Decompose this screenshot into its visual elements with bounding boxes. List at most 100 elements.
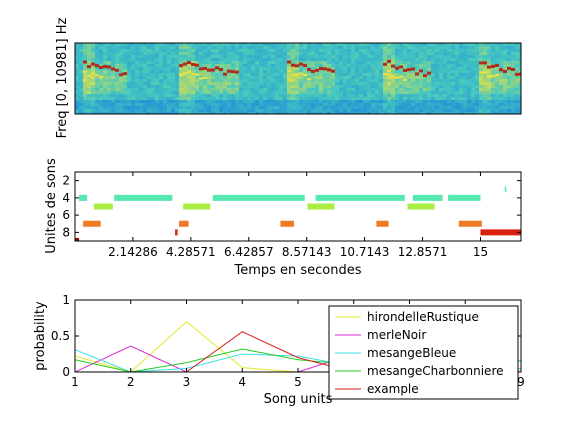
spectrogram-call-trace <box>195 63 199 67</box>
spectrogram-call-trace <box>507 66 511 70</box>
probability-ytick-label: 1 <box>62 293 70 307</box>
units-xtick-label: 12.8571 <box>398 245 448 259</box>
spectrogram-call-trace <box>219 68 223 72</box>
spectrogram-call-trace <box>83 60 87 64</box>
spectrogram-call-trace <box>123 72 127 76</box>
legend-entry: merleNoir <box>367 328 426 342</box>
units-ytick-label: 2 <box>62 174 70 188</box>
spectrogram-harmonic <box>199 77 203 80</box>
legend-entry: mesangeBleue <box>367 346 456 360</box>
spectrogram-harmonic <box>83 70 87 73</box>
spectrogram-call-trace <box>211 68 215 72</box>
units-xtick-label: 15 <box>473 245 488 259</box>
units-ylabel: Unites de sons <box>44 158 59 254</box>
spectrogram-harmonic <box>487 75 491 78</box>
spectrogram-call-trace <box>331 69 335 73</box>
spectrogram-call-trace <box>383 62 387 66</box>
spectrogram-call-trace <box>323 67 327 71</box>
spectrogram-harmonic <box>403 78 407 81</box>
spectrogram-harmonic <box>187 71 191 74</box>
spectrogram-call-trace <box>227 69 231 73</box>
probability-xtick-label: 9 <box>517 375 525 389</box>
spectrogram-harmonic <box>203 76 207 79</box>
unit-segment <box>79 194 88 201</box>
spectrogram-call-trace <box>387 59 391 63</box>
spectrogram-call-trace <box>203 66 207 70</box>
spectrogram-call-trace <box>111 67 115 71</box>
spectrogram-call-trace <box>495 63 499 67</box>
spectrogram-call-trace <box>503 69 507 73</box>
spectrogram-harmonic <box>91 72 95 75</box>
spectrogram-call-trace <box>235 70 239 74</box>
units-xtick-label: 6.42857 <box>224 245 274 259</box>
spectrogram-call-trace <box>179 64 183 68</box>
spectrogram-call-trace <box>183 62 187 66</box>
spectrogram-call-trace <box>511 68 515 72</box>
spectrogram-call-trace <box>223 72 227 76</box>
spectrogram-call-trace <box>291 63 295 67</box>
spectrogram-call-trace <box>207 68 211 72</box>
spectrogram-call-trace <box>87 65 91 69</box>
spectrogram-call-trace <box>419 69 423 73</box>
spectrogram-call-trace <box>499 68 503 72</box>
spectrogram-call-trace <box>315 68 319 72</box>
spectrogram-call-trace <box>107 65 111 69</box>
unit-segment <box>412 194 443 201</box>
unit-segment <box>307 203 335 210</box>
spectrogram-call-trace <box>199 67 203 71</box>
spectrogram-call-trace <box>479 61 483 65</box>
spectrogram-call-trace <box>99 65 103 69</box>
spectrogram-harmonic <box>299 72 303 75</box>
spectrogram-harmonic <box>179 74 183 77</box>
unit-segment <box>280 220 294 227</box>
spectrogram-call-trace <box>287 60 291 64</box>
spectrogram-call-trace <box>407 68 411 72</box>
spectrogram-call-trace <box>427 71 431 75</box>
spectrogram-call-trace <box>423 74 427 78</box>
unit-segment <box>458 220 482 227</box>
units-xticks: 2.14286 4.28571 6.42857 8.57143 10.7143 12.85… <box>108 172 488 259</box>
spectrogram-call-trace <box>299 62 303 66</box>
unit-segment <box>179 220 189 227</box>
unit-segment <box>448 194 481 201</box>
spectrogram-call-trace <box>215 66 219 70</box>
units-ytick-label: 4 <box>62 191 70 205</box>
spectrogram-harmonic <box>95 74 99 77</box>
spectrogram-call-trace <box>491 64 495 68</box>
probability-xtick-label: 5 <box>294 375 302 389</box>
spectrogram-image <box>75 43 521 114</box>
spectrogram-call-trace <box>395 66 399 70</box>
unit-segment <box>407 203 435 210</box>
spectrogram-harmonic <box>495 73 499 76</box>
spectrogram-harmonic <box>191 73 195 76</box>
spectrogram-call-trace <box>319 67 323 71</box>
spectrogram-harmonic <box>99 75 103 78</box>
spectrogram-harmonic <box>387 69 391 72</box>
spectrogram-harmonic <box>183 72 187 75</box>
units-panel: 2 4 6 8 2.14286 4.28571 6.42857 8.57143 10.7143… <box>44 158 522 278</box>
legend-entry: mesangeCharbonniere <box>367 364 504 378</box>
units-xtick-label: 8.57143 <box>282 245 332 259</box>
spectrogram-frame <box>74 42 522 115</box>
spectrogram-call-trace <box>327 68 331 72</box>
spectrogram-call-trace <box>103 64 107 68</box>
units-ytick-label: 8 <box>62 225 70 239</box>
spectrogram-harmonic <box>303 74 307 77</box>
units-yticks: 2 4 6 8 <box>62 174 521 239</box>
spectrogram-call-trace <box>399 65 403 69</box>
spectrogram-harmonic <box>295 74 299 77</box>
probability-xtick-label: 4 <box>238 375 246 389</box>
unit-segment <box>212 194 305 201</box>
unit-segment <box>504 186 507 193</box>
spectrogram-harmonic <box>395 76 399 79</box>
spectrogram-call-trace <box>303 64 307 68</box>
legend-entry: hirondelleRustique <box>367 310 479 324</box>
spectrogram-call-trace <box>411 67 415 71</box>
spectrogram-harmonic <box>491 74 495 77</box>
spectrogram-call-trace <box>487 65 491 69</box>
spectrogram-harmonic <box>383 72 387 75</box>
spectrogram-call-trace <box>403 68 407 72</box>
unit-segment <box>175 229 178 236</box>
probability-ylabel: probability <box>33 301 48 371</box>
spectrogram-call-trace <box>519 72 521 76</box>
